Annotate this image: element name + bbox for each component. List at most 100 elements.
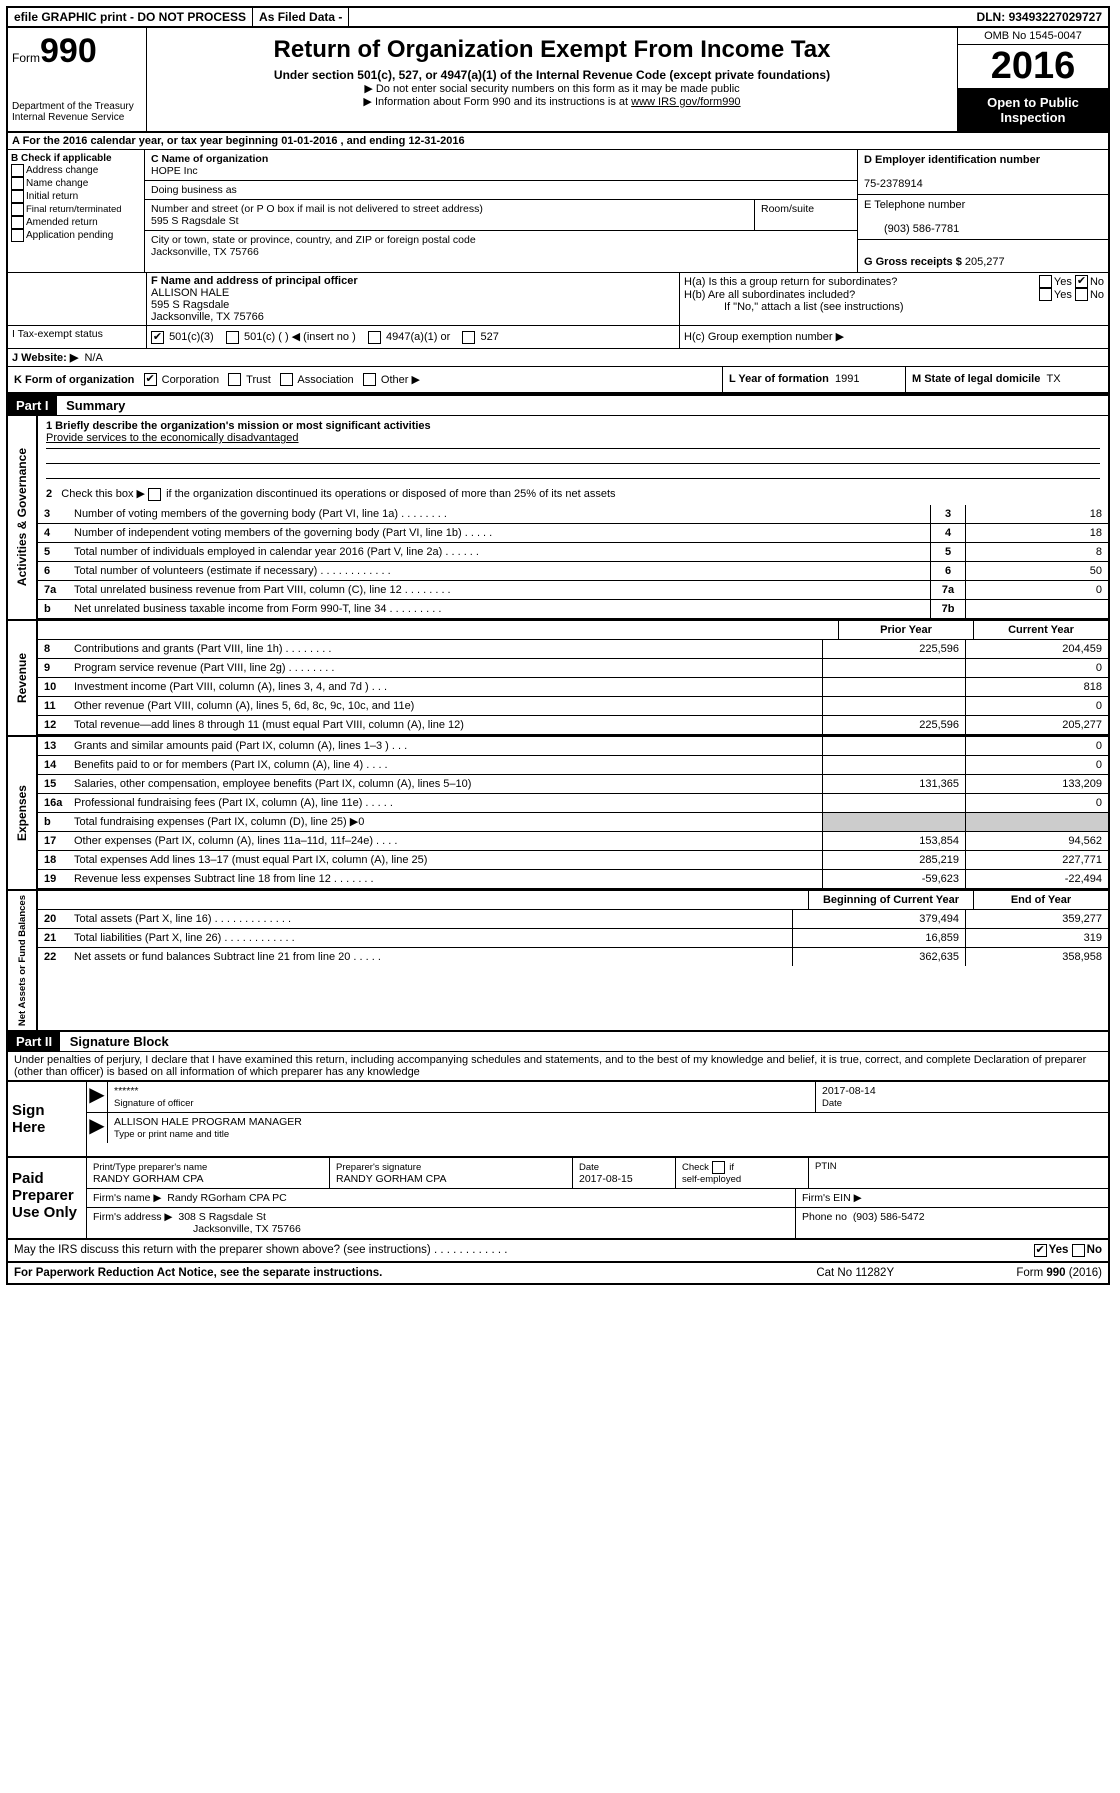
rev-line-8: 8Contributions and grants (Part VIII, li… bbox=[38, 640, 1108, 659]
form-ref: Form 990 (2016) bbox=[1016, 1267, 1102, 1279]
rev-line-9: 9Program service revenue (Part VIII, lin… bbox=[38, 659, 1108, 678]
gov-line-3: 3Number of voting members of the governi… bbox=[38, 505, 1108, 524]
firm-phone: Phone no (903) 586-5472 bbox=[796, 1208, 1108, 1238]
efile-notice: efile GRAPHIC print - DO NOT PROCESS bbox=[8, 8, 253, 26]
tax-status-options: ✔ 501(c)(3) 501(c) ( ) ◀ (insert no ) 49… bbox=[147, 326, 680, 348]
ha-no[interactable]: ✔ bbox=[1075, 275, 1088, 288]
city-state-zip: Jacksonville, TX 75766 bbox=[151, 246, 259, 258]
hb-no[interactable] bbox=[1075, 288, 1088, 301]
section-k-l-m: K Form of organization ✔ Corporation Tru… bbox=[8, 367, 1108, 395]
firm-address: Firm's address ▶ 308 S Ragsdale St Jacks… bbox=[87, 1208, 796, 1238]
part2-header: Part II Signature Block bbox=[8, 1030, 1108, 1052]
form-note2: ▶ Information about Form 990 and its ins… bbox=[157, 95, 947, 108]
section-h: H(a) Is this a group return for subordin… bbox=[680, 273, 1108, 325]
gross-receipts-value: 205,277 bbox=[965, 256, 1005, 268]
section-l: L Year of formation 1991 bbox=[723, 367, 906, 393]
cb-4947[interactable] bbox=[368, 331, 381, 344]
net-header-row: Beginning of Current Year End of Year bbox=[38, 891, 1108, 910]
ha-yes[interactable] bbox=[1039, 275, 1052, 288]
rev-line-12: 12Total revenue—add lines 8 through 11 (… bbox=[38, 716, 1108, 735]
cb-trust[interactable] bbox=[228, 373, 241, 386]
mission-text: Provide services to the economically dis… bbox=[46, 432, 299, 444]
dba-row: Doing business as bbox=[145, 181, 857, 200]
exp-line-b: bTotal fundraising expenses (Part IX, co… bbox=[38, 813, 1108, 832]
irs-link[interactable]: www IRS gov/form990 bbox=[631, 96, 740, 108]
officer-addr1: 595 S Ragsdale bbox=[151, 299, 229, 311]
cb-corp[interactable]: ✔ bbox=[144, 373, 157, 386]
cb-name-change[interactable]: Name change bbox=[11, 177, 141, 190]
section-b-checkboxes: B Check if applicable Address change Nam… bbox=[8, 150, 145, 272]
perjury-declaration: Under penalties of perjury, I declare th… bbox=[8, 1052, 1108, 1080]
form-label: Form bbox=[12, 51, 40, 65]
address-row: Number and street (or P O box if mail is… bbox=[145, 200, 857, 231]
cb-final-return[interactable]: Final return/terminated bbox=[11, 203, 141, 216]
cb-app-pending[interactable]: Application pending bbox=[11, 229, 141, 242]
section-c-block: C Name of organization HOPE Inc Doing bu… bbox=[145, 150, 857, 272]
dln-cell: DLN: 93493227029727 bbox=[971, 8, 1108, 26]
net-line-21: 21Total liabilities (Part X, line 26) . … bbox=[38, 929, 1108, 948]
sign-here-block: Sign Here ▶ ****** Signature of officer … bbox=[8, 1080, 1108, 1157]
netassets-section: Net Assets or Fund Balances Beginning of… bbox=[8, 891, 1108, 1030]
org-name-row: C Name of organization HOPE Inc bbox=[145, 150, 857, 181]
firm-ein: Firm's EIN ▶ bbox=[796, 1189, 1108, 1207]
exp-line-18: 18Total expenses Add lines 13–17 (must e… bbox=[38, 851, 1108, 870]
preparer-date: Date 2017-08-15 bbox=[573, 1158, 676, 1188]
section-d-e-g: D Employer identification number 75-2378… bbox=[857, 150, 1108, 272]
section-m: M State of legal domicile TX bbox=[906, 367, 1108, 393]
cb-initial-return[interactable]: Initial return bbox=[11, 190, 141, 203]
section-j: J Website: ▶ N/A bbox=[8, 349, 1108, 367]
exp-line-16a: 16aProfessional fundraising fees (Part I… bbox=[38, 794, 1108, 813]
gross-receipts-block: G Gross receipts $ 205,277 bbox=[858, 240, 1108, 272]
form-subtitle: Under section 501(c), 527, or 4947(a)(1)… bbox=[157, 68, 947, 82]
phone-block: E Telephone number (903) 586-7781 bbox=[858, 195, 1108, 240]
exp-line-17: 17Other expenses (Part IX, column (A), l… bbox=[38, 832, 1108, 851]
discuss-no[interactable] bbox=[1072, 1244, 1085, 1257]
gov-line-6: 6Total number of volunteers (estimate if… bbox=[38, 562, 1108, 581]
rev-line-11: 11Other revenue (Part VIII, column (A), … bbox=[38, 697, 1108, 716]
ptin: PTIN bbox=[809, 1158, 1108, 1188]
header-left: Form990 Department of the Treasury Inter… bbox=[8, 28, 147, 131]
city-row: City or town, state or province, country… bbox=[145, 231, 857, 261]
sign-date: 2017-08-14 Date bbox=[816, 1082, 1108, 1112]
form-number-block: Form990 bbox=[12, 32, 142, 71]
open-to-public: Open to Public Inspection bbox=[958, 89, 1108, 131]
form-990-page: efile GRAPHIC print - DO NOT PROCESS As … bbox=[6, 6, 1110, 1285]
discuss-yes[interactable]: ✔ bbox=[1034, 1244, 1047, 1257]
revenue-section: Revenue Prior Year Current Year 8Contrib… bbox=[8, 621, 1108, 737]
mission-block: 1 Briefly describe the organization's mi… bbox=[38, 416, 1108, 483]
rev-line-10: 10Investment income (Part VIII, column (… bbox=[38, 678, 1108, 697]
hb-yes[interactable] bbox=[1039, 288, 1052, 301]
form-footer: For Paperwork Reduction Act Notice, see … bbox=[8, 1261, 1108, 1283]
form-title: Return of Organization Exempt From Incom… bbox=[157, 36, 947, 64]
cb-501c[interactable] bbox=[226, 331, 239, 344]
part1-header: Part I Summary bbox=[8, 394, 1108, 416]
dept-label: Department of the Treasury bbox=[12, 101, 142, 112]
gov-line-7b: bNet unrelated business taxable income f… bbox=[38, 600, 1108, 619]
form-number: 990 bbox=[40, 32, 97, 70]
header-center: Return of Organization Exempt From Incom… bbox=[147, 28, 957, 131]
cb-501c3[interactable]: ✔ bbox=[151, 331, 164, 344]
self-employed-check: Check ifself-employed bbox=[676, 1158, 809, 1188]
line-2: 2 Check this box ▶ if the organization d… bbox=[38, 483, 1108, 505]
as-filed-label: As Filed Data - bbox=[253, 8, 349, 26]
header-right: OMB No 1545-0047 2016 Open to Public Ins… bbox=[957, 28, 1108, 131]
officer-addr2: Jacksonville, TX 75766 bbox=[151, 311, 264, 323]
gov-section: Activities & Governance 1 Briefly descri… bbox=[8, 416, 1108, 621]
section-i: I Tax-exempt status ✔ 501(c)(3) 501(c) (… bbox=[8, 326, 1108, 349]
room-suite: Room/suite bbox=[755, 200, 857, 230]
preparer-name: Print/Type preparer's name RANDY GORHAM … bbox=[87, 1158, 330, 1188]
cb-other[interactable] bbox=[363, 373, 376, 386]
cb-amended[interactable]: Amended return bbox=[11, 216, 141, 229]
cb-discontinued[interactable] bbox=[148, 488, 161, 501]
preparer-sig: Preparer's signature RANDY GORHAM CPA bbox=[330, 1158, 573, 1188]
exp-line-14: 14Benefits paid to or for members (Part … bbox=[38, 756, 1108, 775]
cb-address-change[interactable]: Address change bbox=[11, 164, 141, 177]
cb-assoc[interactable] bbox=[280, 373, 293, 386]
org-name: HOPE Inc bbox=[151, 165, 198, 177]
section-f-h: F Name and address of principal officer … bbox=[8, 273, 1108, 326]
rev-header-row: Prior Year Current Year bbox=[38, 621, 1108, 640]
line-a: A For the 2016 calendar year, or tax yea… bbox=[8, 133, 1108, 150]
expense-section: Expenses 13Grants and similar amounts pa… bbox=[8, 737, 1108, 891]
officer-signature: ****** Signature of officer bbox=[108, 1082, 816, 1112]
cb-527[interactable] bbox=[462, 331, 475, 344]
